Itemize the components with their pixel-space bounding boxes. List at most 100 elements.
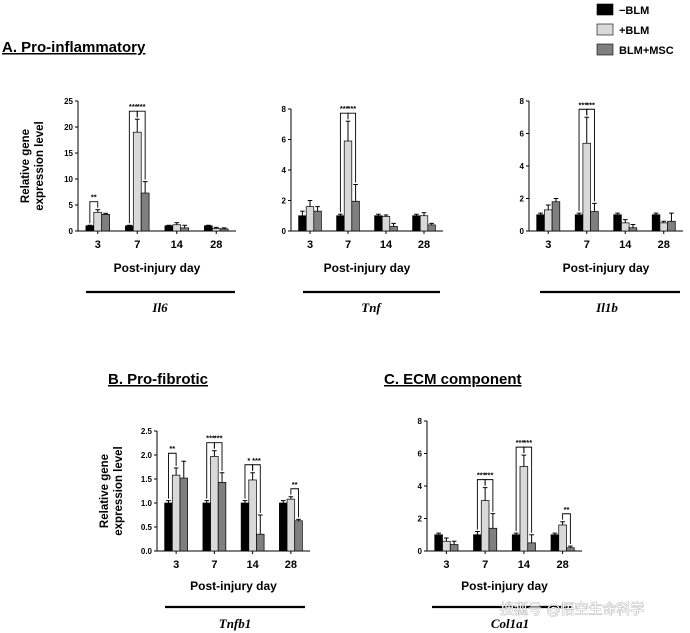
bar-blm-msc-day-3	[449, 544, 459, 552]
significance-bracket	[168, 452, 177, 499]
bar-pos-blm-day-14	[621, 222, 630, 232]
y-tick-label: 8	[520, 97, 525, 106]
bar-blm-msc-day-3	[179, 477, 188, 552]
x-tick-label: 3	[443, 559, 449, 571]
watermark: 搜狐号 @悟空生命科学	[500, 601, 644, 618]
bar-neg-blm-day-28	[651, 214, 661, 232]
y-tick-label: 8	[282, 105, 287, 114]
section-title-ecm-component: C. ECM component	[384, 371, 522, 388]
significance-bracket	[89, 201, 99, 224]
bar-neg-blm-day-28	[204, 225, 213, 232]
y-tick-label: 0	[282, 227, 287, 236]
y-tick-label: 2.5	[141, 427, 153, 436]
bar-pos-blm-day-3	[305, 206, 315, 232]
x-tick-label: 14	[619, 239, 632, 251]
significance-bracket	[213, 442, 223, 471]
significance-label: ***	[206, 434, 215, 443]
significance-label: ***	[579, 100, 588, 109]
legend-swatch-pos-blm	[596, 23, 614, 36]
bar-neg-blm-day-7	[336, 215, 345, 232]
x-tick-label: 28	[557, 559, 569, 571]
y-tick-label: 15	[64, 149, 73, 158]
y-tick-label: 10	[64, 175, 73, 184]
significance-label: ***	[252, 456, 261, 465]
bar-blm-msc-day-7	[488, 527, 498, 552]
bar-blm-msc-day-7	[217, 482, 227, 552]
significance-label: ***	[516, 438, 525, 447]
significance-label: ***	[347, 104, 356, 113]
legend-label-neg-blm: −BLM	[619, 5, 649, 17]
significance-bracket	[136, 110, 146, 180]
y-axis-label-line: expression level	[34, 121, 46, 211]
x-tick-label: 28	[285, 559, 297, 571]
gene-name: Il6	[151, 300, 168, 315]
legend-label-pos-blm: +BLM	[619, 25, 649, 37]
legend: −BLM +BLM BLM+MSC	[596, 3, 674, 57]
bar-blm-msc-day-14	[256, 533, 265, 552]
bar-pos-blm-day-7	[210, 456, 219, 552]
bar-blm-msc-day-7	[351, 200, 360, 232]
x-tick-label: 3	[95, 239, 101, 251]
x-axis-label: Post-injury day	[190, 579, 277, 593]
y-tick-label: 5	[69, 201, 74, 210]
y-tick-label: 4	[520, 162, 525, 171]
y-tick-label: 0	[418, 547, 423, 556]
significance-label: ***	[586, 100, 595, 109]
bar-pos-blm-day-28	[558, 524, 567, 552]
y-tick-label: 0.5	[141, 523, 153, 532]
x-tick-label: 7	[134, 239, 140, 251]
bar-neg-blm-day-14	[240, 502, 250, 552]
y-tick-label: 2	[418, 515, 423, 524]
bar-pos-blm-day-14	[519, 466, 529, 552]
bar-blm-msc-day-28	[294, 520, 303, 552]
bar-blm-msc-day-14	[180, 227, 189, 232]
bar-blm-msc-day-28	[667, 220, 676, 232]
x-tick-label: 14	[171, 239, 184, 251]
x-tick-label: 28	[210, 239, 222, 251]
significance-label: *	[247, 456, 250, 465]
bar-blm-msc-day-28	[219, 228, 229, 232]
significance-label: **	[564, 505, 570, 514]
y-axis-label-line: Relative gene	[99, 454, 111, 528]
bar-blm-msc-day-3	[313, 210, 322, 232]
bar-neg-blm-day-14	[374, 215, 383, 232]
x-tick-label: 14	[380, 239, 393, 251]
bar-neg-blm-day-3	[536, 214, 545, 232]
significance-label: ***	[137, 102, 146, 111]
x-tick-label: 28	[418, 239, 430, 251]
x-tick-label: 7	[482, 559, 488, 571]
gene-name: Col1a1	[491, 616, 529, 631]
chart-panel-tnf: 0 2 4 6 8 3 7 14 28 ****** Post-injury day Tnf	[282, 104, 443, 315]
bar-neg-blm-day-14	[511, 534, 521, 552]
bar-pos-blm-day-7	[343, 140, 353, 232]
x-tick-label: 14	[247, 559, 260, 571]
gene-name: Il1b	[595, 300, 618, 315]
significance-bracket	[523, 446, 533, 533]
significance-label: ***	[485, 471, 494, 480]
bar-blm-msc-day-3	[101, 214, 110, 232]
y-tick-label: 8	[418, 417, 423, 426]
y-tick-label: 20	[64, 123, 73, 132]
significance-bracket	[252, 464, 261, 513]
legend-label-blm-msc: BLM+MSC	[619, 45, 674, 57]
bar-blm-msc-day-7	[590, 211, 599, 232]
x-tick-label: 28	[658, 239, 670, 251]
bar-pos-blm-day-3	[171, 474, 181, 552]
significance-label: **	[91, 193, 97, 202]
bar-neg-blm-day-3	[85, 225, 95, 232]
significance-label: **	[292, 480, 298, 489]
bar-pos-blm-day-7	[582, 142, 591, 232]
bar-neg-blm-day-14	[164, 225, 174, 232]
y-axis-label-line: expression level	[113, 446, 125, 536]
bar-neg-blm-day-28	[412, 215, 421, 232]
bar-pos-blm-day-7	[480, 500, 490, 552]
x-tick-label: 14	[518, 559, 531, 571]
x-axis-label: Post-injury day	[324, 261, 411, 275]
x-axis-label: Post-injury day	[461, 579, 548, 593]
y-tick-label: 1.5	[141, 475, 153, 484]
gene-name: Tnf	[361, 300, 382, 315]
significance-label: ***	[523, 438, 532, 447]
significance-bracket	[562, 513, 571, 545]
bar-blm-msc-day-28	[427, 224, 436, 232]
